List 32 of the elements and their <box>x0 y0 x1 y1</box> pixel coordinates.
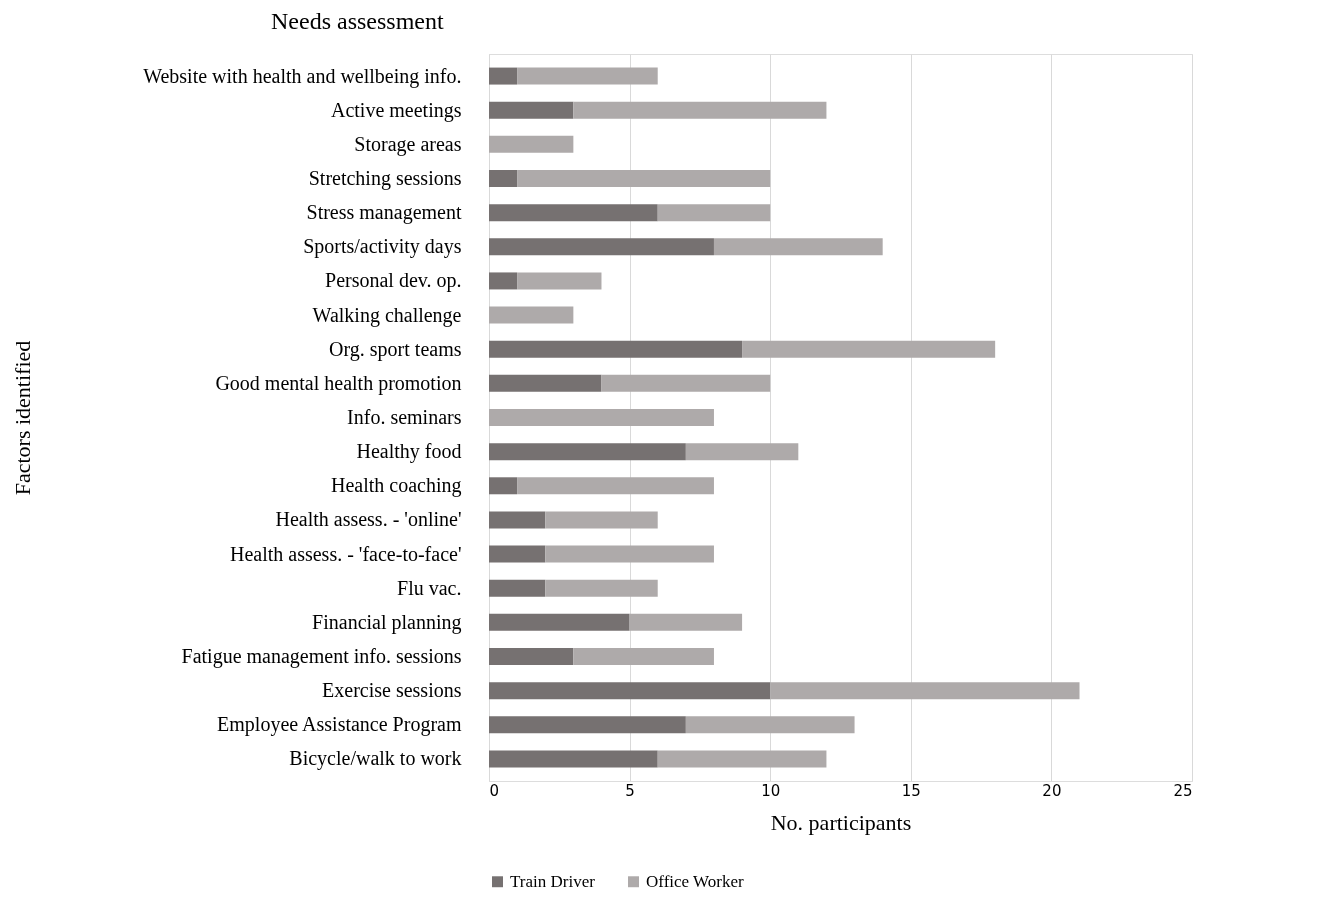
y-tick-label: Stretching sessions <box>308 167 462 190</box>
legend-label: Train Driver <box>510 871 596 891</box>
y-tick-label: Info. seminars <box>347 406 462 428</box>
y-tick-label: Health assess. - 'face-to-face' <box>229 542 462 565</box>
y-tick-label: Health assess. - 'online' <box>275 508 462 531</box>
y-tick-label: Sports/activity days <box>303 235 462 259</box>
y-tick-label: Health coaching <box>331 474 462 498</box>
y-tick-label: Exercise sessions <box>322 679 462 702</box>
y-tick-label: Healthy food <box>356 440 462 464</box>
y-axis-title: Factors identified <box>9 340 35 496</box>
x-tick-label: 5 <box>625 781 635 800</box>
x-tick-label: 0 <box>489 781 500 800</box>
y-tick-label: Walking challenge <box>312 303 462 327</box>
y-tick-label: Storage areas <box>354 132 462 156</box>
chart-title: Needs assessment <box>271 8 444 34</box>
y-tick-label: Bicycle/walk to work <box>289 747 462 771</box>
x-tick-label: 15 <box>901 781 921 800</box>
y-tick-label: Good mental health promotion <box>215 371 462 395</box>
x-tick-label: 20 <box>1042 781 1062 800</box>
x-tick-label: 10 <box>761 781 781 800</box>
legend-label: Office Worker <box>646 871 744 891</box>
y-tick-label: Stress management <box>306 201 462 225</box>
y-tick-label: Fatigue management info. sessions <box>181 645 462 668</box>
y-tick-label: Financial planning <box>312 610 462 634</box>
y-tick-label: Flu vac. <box>397 576 462 599</box>
y-tick-label: Website with health and wellbeing info. <box>143 64 462 88</box>
x-tick-label: 25 <box>1173 781 1193 800</box>
y-tick-label: Employee Assistance Program <box>217 713 462 737</box>
y-tick-label: Active meetings <box>330 98 462 122</box>
y-tick-label: Org. sport teams <box>329 337 462 361</box>
x-axis-title: No. participants <box>770 809 912 835</box>
y-tick-label: Personal dev. op. <box>325 269 462 293</box>
